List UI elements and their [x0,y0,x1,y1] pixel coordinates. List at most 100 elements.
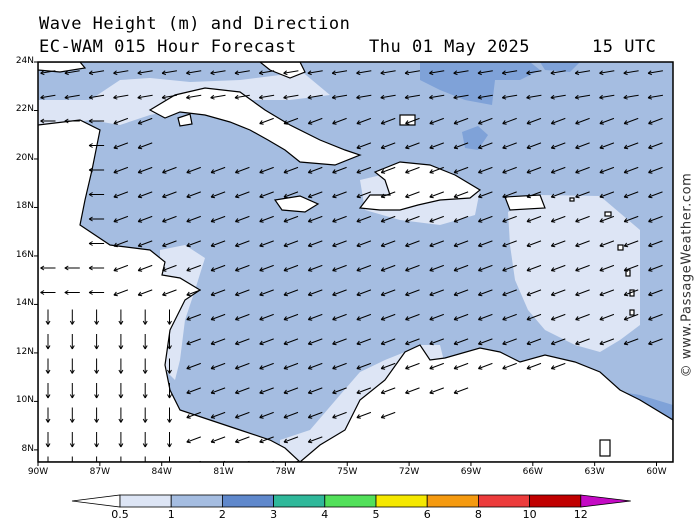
wave-arrow [550,338,566,346]
wave-arrow [307,94,323,100]
lat-label-18N: 18N [15,201,34,212]
wave-arrow [550,70,566,76]
wave-arrow [648,166,663,174]
wave-arrow [478,166,493,174]
wave-arrow [380,94,396,100]
colorbar [71,494,631,508]
wave-arrow [137,240,153,248]
wave-arrow [40,290,56,295]
wave-arrow [144,456,146,462]
wave-arrow [356,338,372,346]
lat-label-16N: 16N [15,249,34,260]
wave-arrow [94,432,100,448]
wave-arrow [283,117,299,125]
wave-arrow [186,166,201,174]
wave-arrow [623,240,639,248]
wave-arrow [647,70,663,76]
wave-arrow [526,215,542,223]
wave-arrow [45,358,51,374]
wave-arrow [210,313,226,321]
wave-arrow [550,215,566,223]
wave-arrow [404,70,420,76]
wave-band-0.5-1m-east [508,195,640,352]
wave-arrow [478,313,493,321]
wave-arrow [623,94,639,100]
wave-arrow [40,118,56,124]
wave-arrow [71,456,73,462]
wave-arrow [235,191,250,199]
wave-arrow [283,436,299,444]
wave-arrow [235,338,250,346]
wave-arrow [380,338,396,346]
wave-arrow [380,215,396,223]
wave-arrow [307,215,323,223]
lon-label-90W: 90W [27,467,49,477]
wave-arrow [259,289,274,297]
colorbar-segment [426,494,479,508]
wave-arrow [283,362,299,370]
wave-arrow [526,94,542,100]
wave-arrow [405,264,420,272]
wave-arrow [380,240,396,248]
wave-arrow [332,240,347,248]
wave-arrow [478,240,493,248]
wave-arrow [162,191,177,199]
wave-arrow [380,191,396,199]
wave-arrow [380,166,396,174]
wave-arrow [283,240,299,248]
wave-arrow [502,191,517,199]
land-bahamas [259,62,306,79]
wave-arrow [429,387,444,395]
land-jamaica [273,195,320,213]
wave-arrow [307,436,323,444]
wave-arrow [142,383,148,399]
wave-arrow [64,118,80,124]
colorbar-segment [375,494,428,508]
wave-arrow [307,313,323,321]
colorbar-segment [477,494,530,508]
wave-arrow [137,142,153,150]
wave-arrow [234,70,250,76]
wave-arrow [405,387,420,395]
lon-label-63W: 63W [584,467,605,477]
colorbar-label: 6 [423,508,431,521]
colorbar-segment [221,494,274,508]
wave-arrow [210,362,226,370]
wave-arrow [259,191,274,199]
wave-arrow [161,94,177,100]
lat-label-20N: 20N [15,152,34,163]
wave-arrow [648,264,663,272]
wave-arrow [502,313,517,321]
wave-arrow [69,407,75,423]
wave-arrow [96,456,98,462]
lat-label-24N: 24N [15,56,34,66]
wave-arrow [283,264,299,272]
wave-arrow [186,387,201,395]
wave-arrow [186,289,201,297]
wave-arrow [478,191,493,199]
wave-arrow [259,313,274,321]
wave-arrow [259,387,274,395]
wave-arrow [235,362,250,370]
wave-band-2-3m-north [420,62,540,105]
wave-arrow [94,358,100,374]
wave-arrow [186,94,202,100]
wave-arrow [120,456,122,462]
wave-arrow [259,240,274,248]
wave-arrow [453,362,469,370]
wave-arrow [88,216,105,222]
wave-arrow [599,70,615,76]
wave-band-2-3m-patch [462,126,488,150]
wave-arrow [405,313,420,321]
wave-arrow [142,358,148,374]
forecast-time: 15 UTC [592,37,657,57]
wave-arrow [599,338,615,346]
wave-arrow [258,70,275,76]
wave-arrow [429,142,444,150]
wave-arrow [113,70,129,76]
wave-arrow [405,338,420,346]
wave-arrow [526,313,542,321]
wave-arrow [405,362,420,370]
wave-arrow [45,383,51,399]
wave-arrow [478,142,493,150]
